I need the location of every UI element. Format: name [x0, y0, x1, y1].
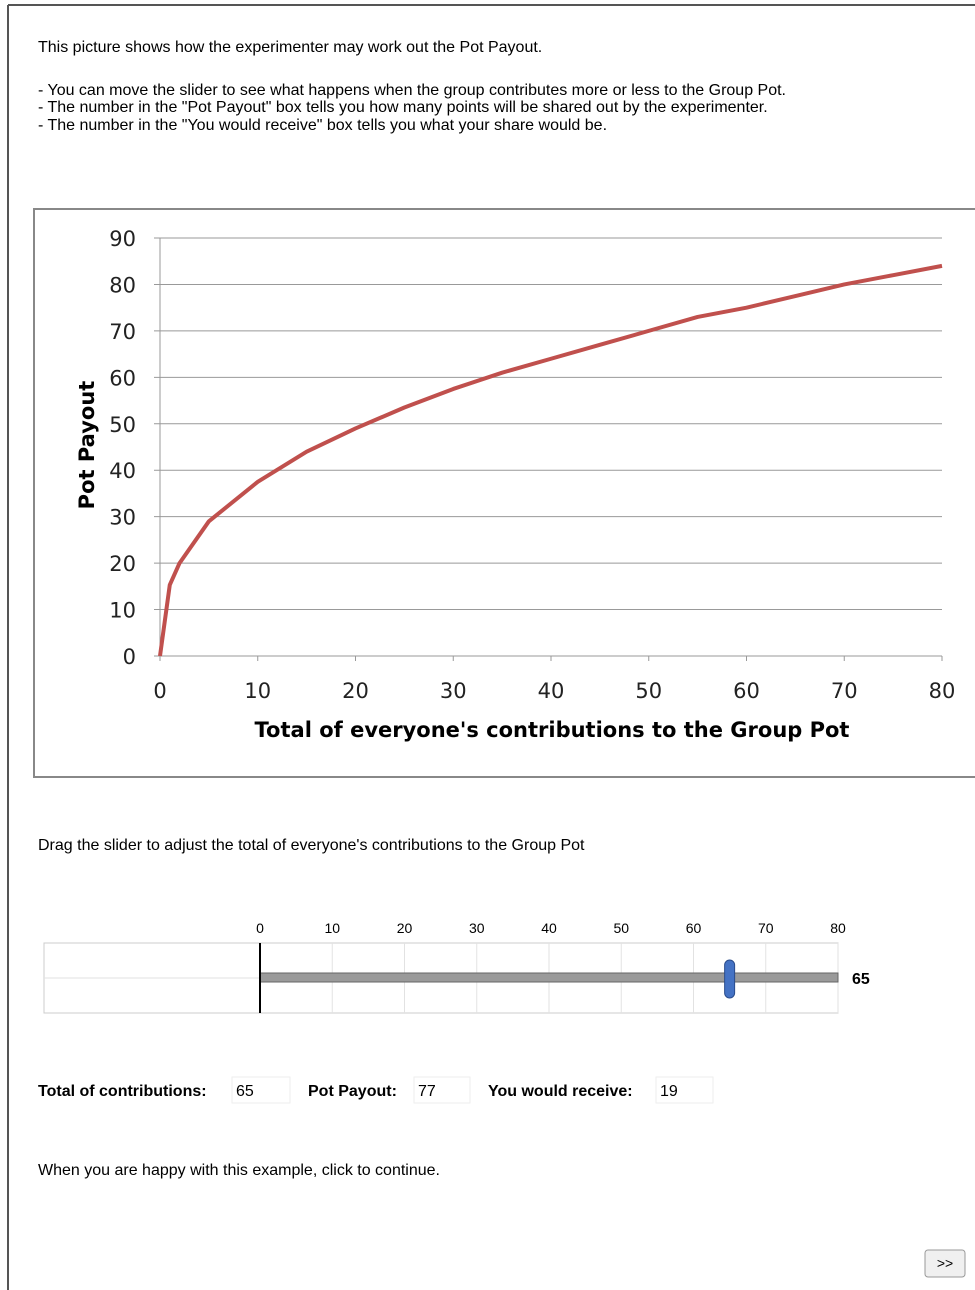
field-value: 77	[418, 1083, 436, 1100]
x-tick-label: 60	[733, 679, 760, 703]
slider-thumb[interactable]	[724, 959, 736, 999]
field-label: Pot Payout:	[308, 1083, 397, 1100]
y-axis-title: Pot Payout	[75, 381, 99, 510]
x-tick-label: 40	[538, 679, 565, 703]
slider-tick-label: 30	[469, 920, 485, 936]
slider-tick-label: 60	[686, 920, 702, 936]
field-label: You would receive:	[488, 1083, 633, 1100]
field-box	[655, 1076, 714, 1104]
y-tick-label: 30	[109, 506, 136, 530]
field-box	[231, 1076, 291, 1104]
slider-tick-label: 70	[758, 920, 774, 936]
x-tick-label: 0	[153, 679, 166, 703]
x-tick-label: 30	[440, 679, 467, 703]
x-tick-label: 70	[831, 679, 858, 703]
slider-track	[259, 972, 839, 983]
y-tick-label: 20	[109, 552, 136, 576]
x-tick-label: 50	[635, 679, 662, 703]
field-label: Total of contributions:	[38, 1083, 207, 1100]
y-tick-label: 60	[109, 366, 136, 390]
y-tick-label: 80	[109, 273, 136, 297]
y-tick-label: 70	[109, 320, 136, 344]
slider-tick-label: 20	[397, 920, 413, 936]
intro-line: - The number in the "Pot Payout" box tel…	[38, 99, 768, 116]
slider-tick-label: 0	[256, 920, 264, 936]
intro-line: - You can move the slider to see what ha…	[38, 82, 786, 99]
intro-line: - The number in the "You would receive" …	[38, 117, 607, 134]
x-tick-label: 20	[342, 679, 369, 703]
slider-tick-label: 50	[613, 920, 629, 936]
field-value: 19	[660, 1083, 678, 1100]
y-tick-label: 0	[123, 645, 136, 669]
slider-label: Drag the slider to adjust the total of e…	[38, 837, 585, 854]
x-axis-title: Total of everyone's contributions to the…	[255, 718, 850, 742]
y-tick-label: 50	[109, 413, 136, 437]
footer-text: When you are happy with this example, cl…	[38, 1162, 440, 1179]
continue-button-label[interactable]: >>	[937, 1255, 953, 1271]
x-tick-label: 10	[244, 679, 271, 703]
field-value: 65	[236, 1083, 254, 1100]
y-tick-label: 40	[109, 459, 136, 483]
slider-tick-label: 10	[324, 920, 340, 936]
slider-value: 65	[852, 971, 870, 988]
y-tick-label: 90	[109, 227, 136, 251]
continue-button[interactable]	[924, 1249, 966, 1278]
slider-tick-label: 40	[541, 920, 557, 936]
x-tick-label: 80	[929, 679, 956, 703]
chart-box	[33, 208, 975, 778]
intro-line: This picture shows how the experimenter …	[38, 39, 542, 56]
y-tick-label: 10	[109, 599, 136, 623]
field-box	[413, 1076, 471, 1104]
data-line	[158, 263, 943, 657]
slider-tick-label: 80	[830, 920, 846, 936]
